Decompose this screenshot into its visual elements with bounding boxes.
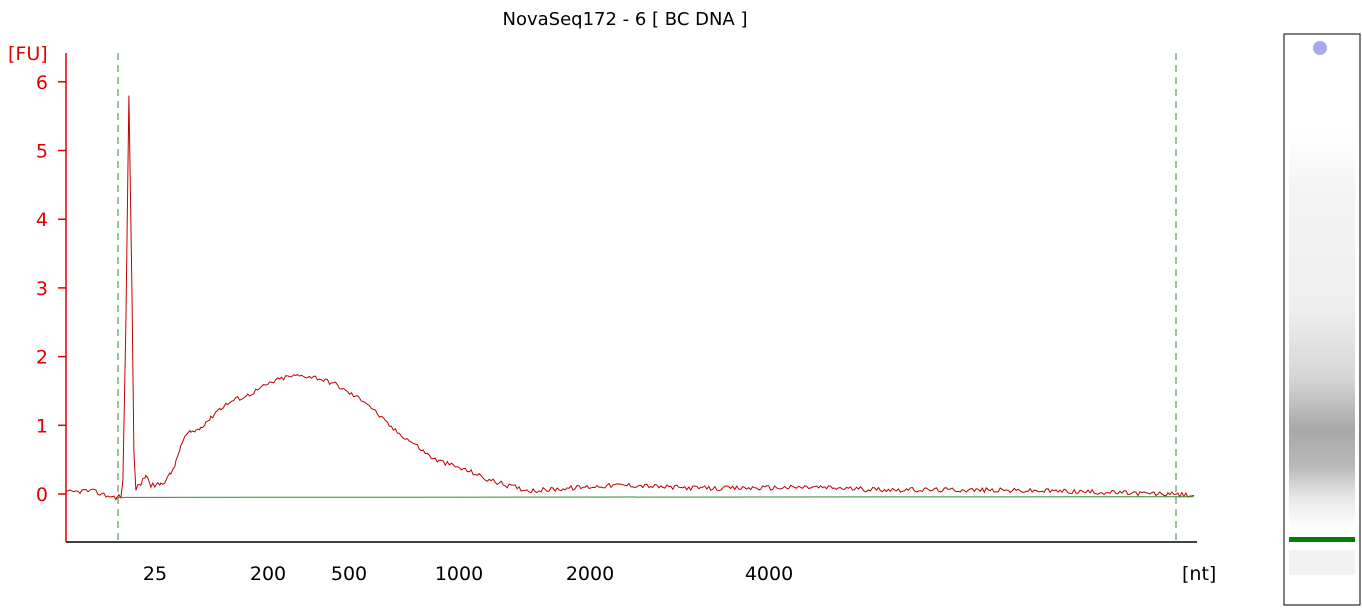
x-tick-label: 2000: [566, 563, 614, 585]
y-axis-label: [FU]: [8, 43, 48, 65]
gel-lane: [1283, 33, 1361, 606]
x-tick-label: 4000: [745, 563, 793, 585]
x-tick-label: 500: [331, 563, 367, 585]
chart-title: NovaSeq172 - 6 [ BC DNA ]: [502, 9, 747, 30]
gel-lower-marker-band: [1289, 537, 1355, 542]
x-tick-label: 200: [250, 563, 286, 585]
gel-lower-smear: [1289, 550, 1355, 575]
y-tick-label: 1: [36, 415, 48, 437]
gel-upper-marker: [1313, 41, 1327, 55]
y-tick-label: 5: [36, 141, 48, 163]
x-axis-label: [nt]: [1182, 563, 1216, 585]
y-tick-label: 2: [36, 347, 48, 369]
gel-smear: [1289, 130, 1355, 530]
fluorescence-trace: [65, 95, 1195, 501]
x-tick-label: 25: [143, 563, 167, 585]
y-tick-label: 3: [36, 278, 48, 300]
x-tick-label: 1000: [435, 563, 483, 585]
x-ticks: 25 200 500 1000 2000 4000: [143, 563, 793, 585]
series-group: [65, 95, 1195, 501]
marker-lines: [117, 53, 1177, 541]
y-tick-label: 0: [36, 484, 48, 506]
y-ticks: 0 1 2 3 4 5 6: [36, 72, 66, 506]
y-tick-label: 6: [36, 72, 48, 94]
baseline-trace: [115, 496, 1194, 498]
y-tick-label: 4: [36, 209, 48, 231]
